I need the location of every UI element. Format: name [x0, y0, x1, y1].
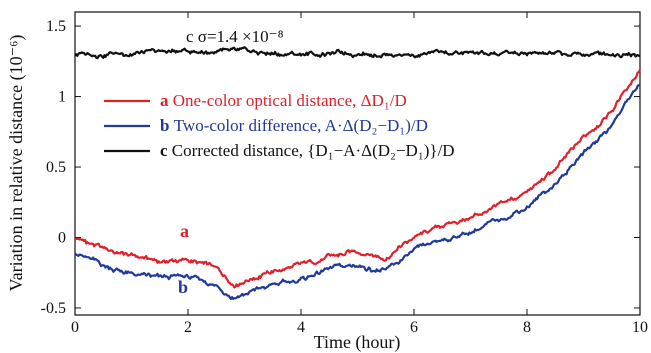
x-tick-label: 0 — [71, 319, 79, 336]
x-axis-ticks: 0 2 4 6 8 10 — [71, 12, 648, 336]
x-tick-label: 10 — [632, 319, 648, 336]
series-b-letter: b — [178, 277, 188, 297]
series-a-letter: a — [180, 221, 189, 241]
x-tick-label: 2 — [184, 319, 192, 336]
legend: a One-color optical distance, ΔD₁/D b Two… — [104, 91, 455, 160]
y-tick-label: 1.5 — [46, 18, 66, 35]
x-tick-label: 8 — [523, 319, 531, 336]
y-axis-label: Variation in relative distance (10⁻⁶) — [6, 35, 27, 292]
legend-entry-c: c Corrected distance, {D₁−A·Δ(D₂−D₁)}/D — [160, 141, 455, 160]
legend-entry-b: b Two-color difference, A·Δ(D₂−D₁)/D — [160, 116, 428, 135]
plot-area — [74, 11, 641, 316]
series-line-b — [74, 83, 641, 300]
y-tick-label: 0 — [58, 229, 66, 246]
y-tick-label: -0.5 — [41, 300, 66, 317]
x-axis-label: Time (hour) — [314, 332, 401, 353]
series-lines — [74, 46, 641, 300]
series-line-c — [74, 46, 641, 60]
sigma-annotation: c σ=1.4 ×10⁻⁸ — [186, 27, 284, 46]
x-tick-label: 4 — [297, 319, 305, 336]
x-tick-label: 6 — [410, 319, 418, 336]
legend-entry-a: a One-color optical distance, ΔD₁/D — [160, 91, 407, 110]
y-tick-label: 0.5 — [46, 159, 66, 176]
series-line-a — [74, 69, 641, 289]
y-axis-ticks: -0.5 0 0.5 1 1.5 — [41, 18, 640, 317]
y-tick-label: 1 — [58, 89, 66, 106]
